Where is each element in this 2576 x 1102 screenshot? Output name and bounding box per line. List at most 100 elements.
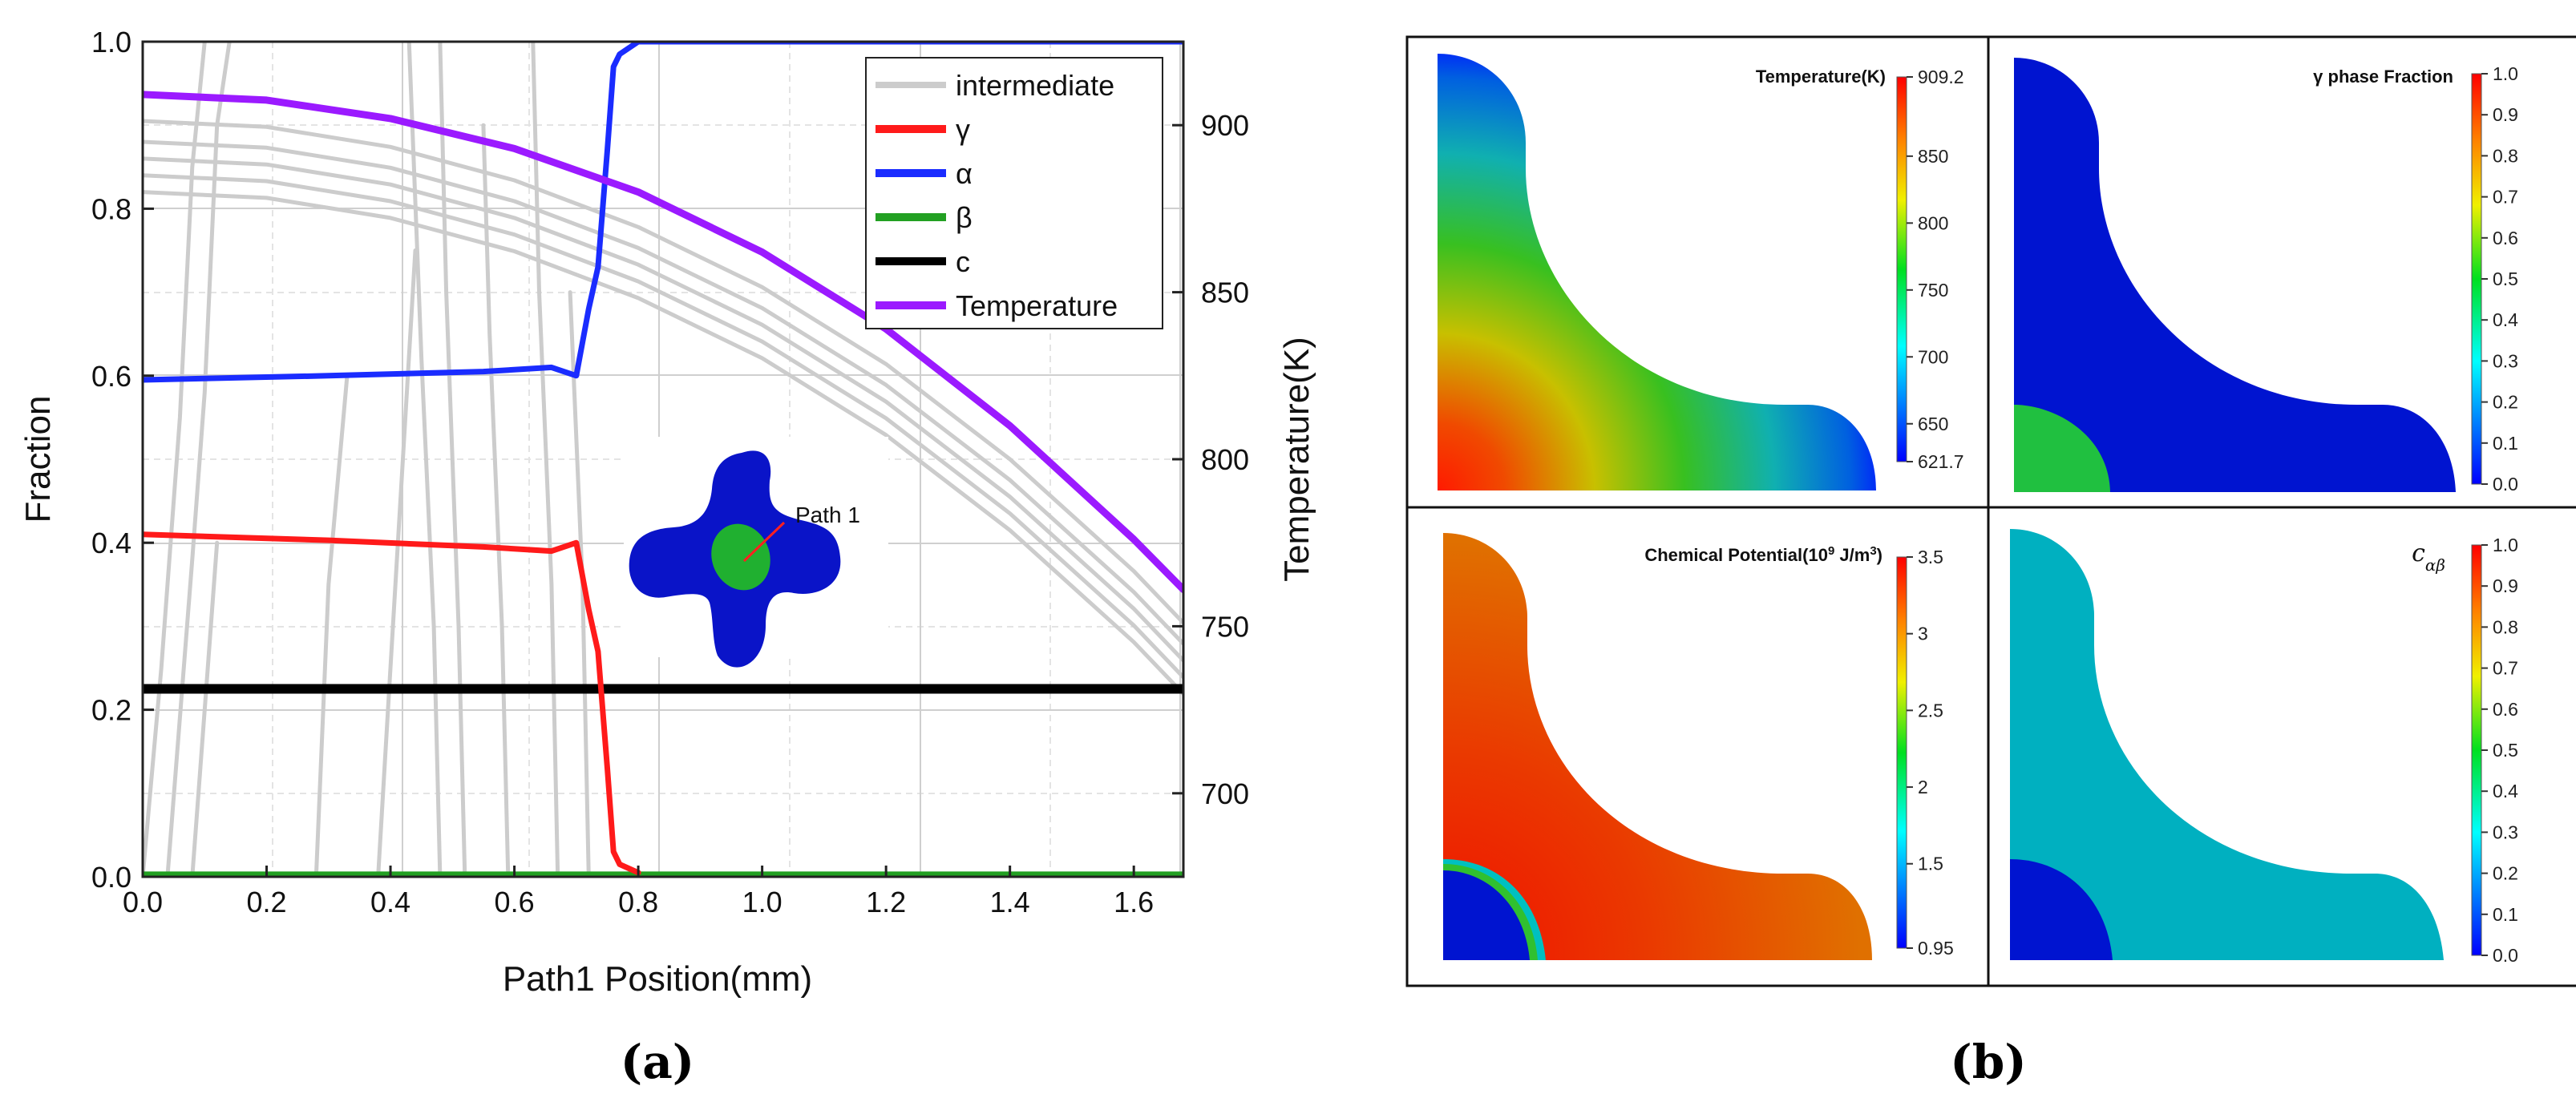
y2-tick-label: 850	[1201, 277, 1249, 309]
colorbar-tick-label: 750	[1918, 280, 1948, 301]
series-line-gamma	[143, 531, 641, 876]
inset-particle: Path 1	[624, 437, 888, 668]
colorbar-1	[1896, 76, 1907, 462]
colorbar-tick-label: 0.3	[2493, 821, 2518, 842]
colorbar-tick-label: 3	[1918, 624, 1928, 644]
plot-title-gamma-fraction: γ phase Fraction	[2313, 67, 2453, 87]
y-tick-label: 1.0	[91, 26, 131, 59]
panel-b-label: (b)	[1950, 1035, 2026, 1089]
c-alpha-beta-field	[2010, 529, 2444, 960]
series-line-intermediate-10	[376, 248, 418, 877]
series-line-intermediate-8	[190, 540, 220, 877]
panel-a-chart: Path 1 0.0 0.2 0.4 0.6 0.8 1.0 1.2 1.4 1.6 0.0 0.2…	[18, 26, 1316, 999]
x-tick-label: 0.4	[370, 886, 410, 918]
colorbar-tick-label: 0.8	[2493, 616, 2518, 637]
y-tick-label: 0.2	[91, 694, 131, 727]
colorbar-tick-label: 1.0	[2493, 535, 2518, 555]
colorbar-tick-label: 0.8	[2493, 145, 2518, 166]
colorbar-tick-label: 0.2	[2493, 392, 2518, 413]
y2-tick-label: 700	[1201, 777, 1249, 810]
y-tick-label: 0.0	[91, 861, 131, 894]
y2-tick-label: 800	[1201, 443, 1249, 476]
colorbar-tick-label: 0.0	[2493, 474, 2518, 494]
legend-label-c: c	[956, 245, 970, 278]
colorbar-tick-label: 0.7	[2493, 658, 2518, 679]
legend-label-alpha: α	[956, 157, 973, 190]
colorbar-tick-label: 2.5	[1918, 700, 1943, 721]
colorbar-tick-label: 621.7	[1918, 451, 1964, 472]
y-tick-label: 0.8	[91, 192, 131, 225]
series-line-intermediate-5	[143, 190, 1183, 696]
colorbar-tick-label: 0.3	[2493, 350, 2518, 371]
series-line-intermediate-2	[143, 139, 1183, 646]
series-line-intermediate-13	[481, 123, 511, 877]
x-tick-label: 1.6	[1114, 886, 1154, 918]
colorbar-tick-label: 0.6	[2493, 228, 2518, 248]
x-tick-label: 0.6	[495, 886, 535, 918]
series-line-intermediate-11	[406, 42, 443, 877]
colorbar-tick-label: 909.2	[1918, 67, 1964, 87]
series-line-intermediate-12	[438, 42, 467, 877]
chemical-potential-field	[1443, 533, 1872, 960]
plot-title-c-alpha-beta: cαβ	[2412, 539, 2445, 575]
colorbar-tick-label: 3.5	[1918, 547, 1943, 567]
series-line-alpha	[143, 42, 1183, 383]
colorbar-tick-label: 700	[1918, 346, 1948, 367]
x-axis-label: Path1 Position(mm)	[503, 959, 812, 999]
series-line-intermediate-1	[143, 119, 1183, 625]
legend-label-beta: β	[956, 201, 973, 234]
colorbar-tick-label: 0.95	[1918, 938, 1954, 959]
colorbar-tick-label: 0.5	[2493, 740, 2518, 761]
colorbar-tick-label: 0.1	[2493, 904, 2518, 925]
series-group	[143, 42, 1183, 877]
colorbar-tick-label: 0.9	[2493, 104, 2518, 125]
series-line-intermediate-3	[143, 156, 1183, 663]
panel-b-heatmaps: 909.2 850 800 750 700 650 621.7 1.0 0.9 0.8 0.7 0.6…	[1405, 35, 2576, 987]
y2-tick-label: 750	[1201, 610, 1249, 643]
colorbar-tick-label: 800	[1918, 212, 1948, 233]
x-tick-label: 1.0	[742, 886, 783, 918]
axis-ticks: 0.0 0.2 0.4 0.6 0.8 1.0 1.2 1.4 1.6 0.0 0.2 0.4 0.6 0…	[91, 26, 1249, 918]
colorbar-tick-label: 0.5	[2493, 268, 2518, 289]
colorbar-tick-label: 0.9	[2493, 575, 2518, 596]
legend-label-temperature: Temperature	[956, 289, 1118, 322]
x-tick-label: 0.8	[618, 886, 658, 918]
gamma-fraction-field	[2014, 58, 2456, 492]
colorbar-tick-label: 0.6	[2493, 699, 2518, 720]
colorbar-4	[2471, 544, 2482, 956]
colorbar-tick-label: 0.4	[2493, 309, 2518, 330]
series-line-intermediate-14	[531, 42, 560, 877]
temperature-field	[1438, 54, 1876, 490]
colorbar-tick-label: 0.4	[2493, 781, 2518, 801]
legend-label-gamma: γ	[956, 113, 970, 146]
plot-title-chemical-potential: Chemical Potential(109 J/m3)	[1644, 544, 1882, 566]
series-line-temperature	[143, 91, 1183, 594]
colorbar-2	[2471, 73, 2482, 485]
x-tick-label: 1.2	[866, 886, 906, 918]
colorbar-tick-label: 0.0	[2493, 945, 2518, 966]
series-line-intermediate-6	[143, 42, 207, 877]
x-tick-label: 0.0	[123, 886, 163, 918]
colorbar-tick-label: 650	[1918, 414, 1948, 434]
colorbars: 909.2 850 800 750 700 650 621.7 1.0 0.9 0.8 0.7 0.6…	[1896, 63, 2518, 966]
colorbar-tick-label: 2	[1918, 777, 1928, 797]
colorbar-3	[1896, 556, 1907, 949]
colorbar-tick-label: 0.1	[2493, 433, 2518, 454]
y-tick-label: 0.4	[91, 527, 131, 559]
series-line-intermediate-9	[313, 373, 350, 877]
series-line-intermediate-4	[143, 173, 1183, 680]
inset-path-label: Path 1	[795, 503, 860, 527]
y2-axis-label: Temperature(K)	[1277, 337, 1316, 582]
legend-label-intermediate: intermediate	[956, 69, 1114, 102]
y2-tick-label: 900	[1201, 109, 1249, 142]
colorbar-tick-label: 0.7	[2493, 187, 2518, 208]
colorbar-tick-label: 1.0	[2493, 63, 2518, 84]
plot-title-temperature: Temperature(K)	[1756, 67, 1886, 87]
x-tick-label: 0.2	[247, 886, 287, 918]
x-tick-label: 1.4	[990, 886, 1030, 918]
panel-a-label: (a)	[621, 1035, 694, 1089]
colorbar-tick-label: 850	[1918, 146, 1948, 167]
colorbar-tick-label: 1.5	[1918, 854, 1943, 874]
